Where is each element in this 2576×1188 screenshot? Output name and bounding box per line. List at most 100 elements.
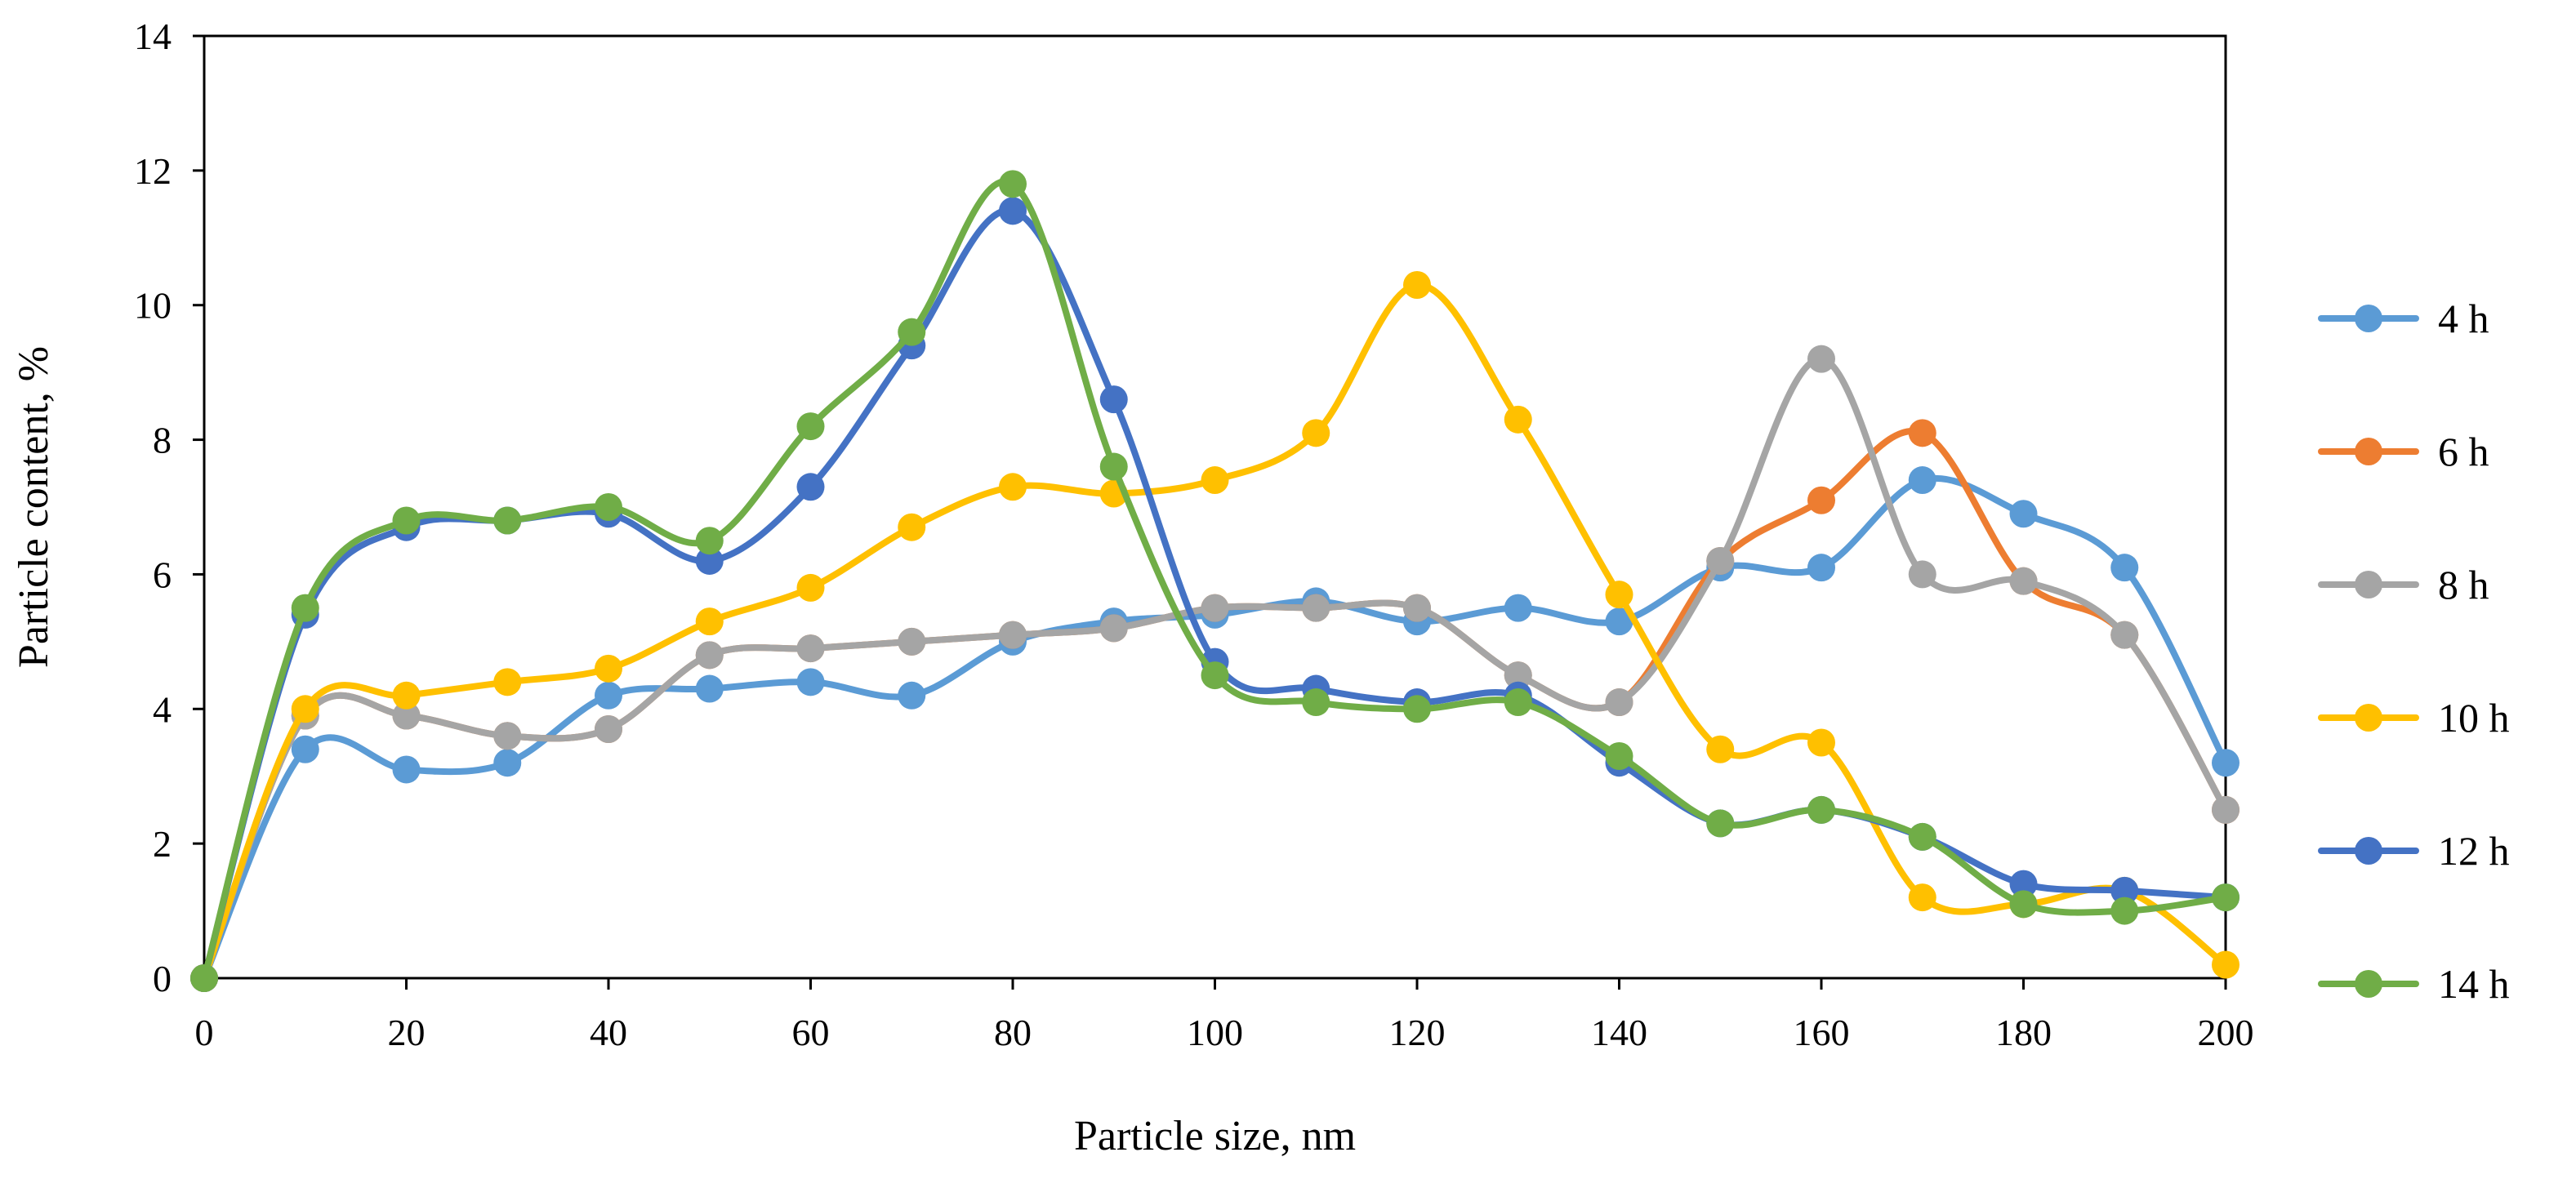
data-point-14h	[2009, 890, 2038, 919]
series-layer	[190, 170, 2240, 992]
data-point-12h	[2009, 870, 2038, 898]
y-tick-label: 12	[134, 150, 172, 192]
data-point-6h	[1908, 419, 1936, 447]
x-tick-label: 180	[1995, 1012, 2052, 1053]
data-point-8h	[1908, 560, 1936, 589]
legend-item-10h: 10 h	[2318, 695, 2510, 741]
data-point-14h	[291, 594, 319, 622]
legend-swatch-marker	[2355, 571, 2382, 598]
x-tick-label: 100	[1187, 1012, 1243, 1053]
data-point-14h	[1302, 688, 1330, 717]
legend-label: 10 h	[2438, 695, 2510, 741]
data-point-10h	[392, 681, 421, 710]
x-tick-label: 80	[994, 1012, 1032, 1053]
legend-item-6h: 6 h	[2318, 429, 2489, 474]
x-axis-title: Particle size, nm	[1074, 1113, 1356, 1159]
data-point-12h	[999, 197, 1027, 225]
data-point-4h	[796, 668, 825, 696]
data-point-8h	[595, 715, 622, 744]
x-tick-label: 140	[1591, 1012, 1647, 1053]
data-point-12h	[796, 473, 825, 501]
data-point-4h	[291, 735, 319, 763]
data-point-14h	[1504, 688, 1532, 717]
data-point-8h	[898, 627, 926, 656]
data-point-12h	[1099, 385, 1128, 414]
data-point-14h	[1706, 809, 1735, 838]
legend-item-8h: 8 h	[2318, 562, 2489, 607]
data-point-8h	[2110, 621, 2139, 649]
data-point-10h	[796, 573, 825, 602]
data-point-8h	[2212, 795, 2240, 824]
legend-label: 6 h	[2438, 429, 2489, 474]
data-point-8h	[796, 634, 825, 663]
data-point-14h	[1908, 822, 1936, 851]
data-point-14h	[796, 412, 825, 441]
data-point-10h	[1201, 466, 1229, 495]
data-point-14h	[2212, 883, 2240, 912]
x-tick-label: 200	[2198, 1012, 2254, 1053]
data-point-10h	[1605, 581, 1633, 609]
data-point-8h	[1605, 688, 1633, 717]
y-tick-label: 10	[134, 285, 172, 327]
y-tick-label: 8	[153, 420, 172, 461]
data-point-4h	[595, 681, 622, 710]
data-point-8h	[493, 722, 522, 750]
y-axis-title: Particle content, %	[11, 346, 57, 668]
legend-item-12h: 12 h	[2318, 828, 2510, 874]
x-tick-label: 60	[792, 1012, 830, 1053]
legend-label: 8 h	[2438, 562, 2489, 607]
legend: 4 h 6 h 8 h 10 h 12 h 14 h	[2318, 296, 2510, 1007]
y-tick-label: 2	[153, 823, 172, 865]
data-point-14h	[1605, 741, 1633, 770]
data-point-8h	[1201, 594, 1229, 622]
data-point-4h	[1908, 466, 1936, 495]
data-point-8h	[392, 701, 421, 730]
data-point-14h	[595, 493, 622, 521]
data-point-8h	[695, 641, 724, 670]
data-point-14h	[2110, 897, 2139, 925]
data-point-12h	[2110, 876, 2139, 905]
data-point-14h	[1201, 661, 1229, 690]
data-point-10h	[1504, 405, 1532, 434]
data-point-14h	[1403, 695, 1431, 723]
legend-swatch-marker	[2355, 438, 2382, 465]
legend-swatch-marker	[2355, 970, 2382, 998]
data-point-10h	[595, 654, 622, 683]
series-14h	[190, 170, 2240, 992]
legend-swatch-marker	[2355, 305, 2382, 332]
data-point-10h	[1706, 735, 1735, 763]
data-point-6h	[1807, 486, 1835, 514]
x-tick-label: 0	[195, 1012, 214, 1053]
data-point-10h	[493, 668, 522, 696]
data-point-14h	[392, 506, 421, 535]
legend-swatch-marker	[2355, 704, 2382, 732]
legend-item-14h: 14 h	[2318, 961, 2510, 1007]
data-point-4h	[695, 674, 724, 703]
data-point-10h	[695, 607, 724, 636]
y-tick-label: 4	[153, 688, 172, 730]
data-point-4h	[392, 755, 421, 784]
data-point-10h	[898, 513, 926, 541]
y-tick-label: 0	[153, 958, 172, 999]
data-point-4h	[1504, 594, 1532, 622]
x-tick-label: 120	[1389, 1012, 1446, 1053]
data-point-8h	[2009, 567, 2038, 595]
x-tick-label: 20	[388, 1012, 426, 1053]
data-point-4h	[493, 749, 522, 777]
data-point-14h	[493, 506, 522, 535]
data-point-14h	[999, 170, 1027, 198]
legend-swatch-marker	[2355, 837, 2382, 865]
data-point-10h	[2212, 950, 2240, 979]
legend-label: 14 h	[2438, 961, 2510, 1007]
data-point-10h	[291, 695, 319, 723]
legend-item-4h: 4 h	[2318, 296, 2489, 341]
data-point-4h	[2212, 749, 2240, 777]
data-point-10h	[999, 473, 1027, 501]
data-point-8h	[1504, 661, 1532, 690]
data-point-14h	[1807, 795, 1835, 824]
data-point-14h	[190, 964, 218, 992]
legend-label: 12 h	[2438, 828, 2510, 874]
